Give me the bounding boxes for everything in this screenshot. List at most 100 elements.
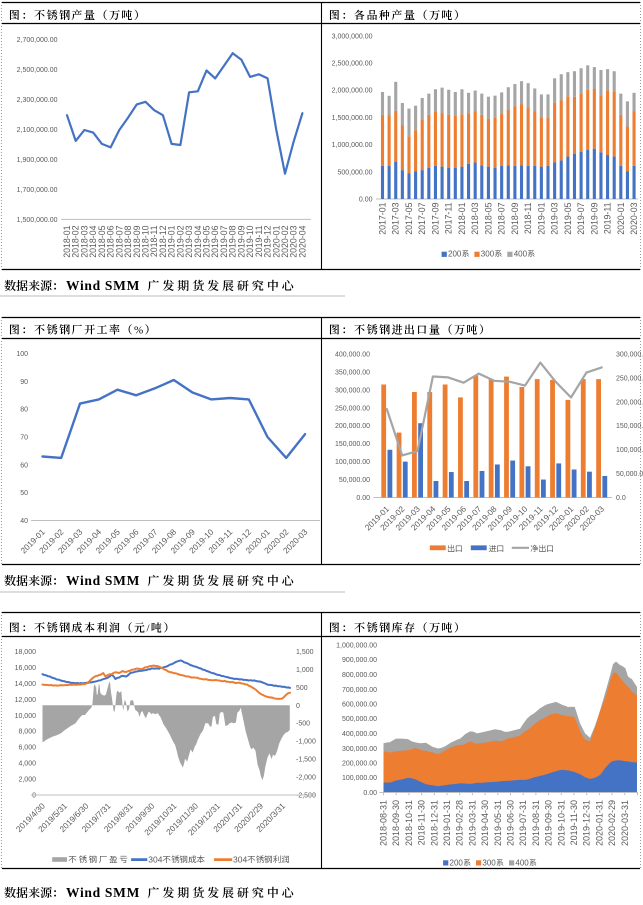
svg-text:2018-11: 2018-11 (523, 202, 533, 234)
svg-text:70: 70 (20, 435, 28, 442)
svg-text:2020-04: 2020-04 (297, 225, 307, 257)
svg-text:2018-12: 2018-12 (158, 225, 168, 257)
svg-text:50,000.0: 50,000.0 (616, 471, 643, 478)
svg-text:2020-03-31: 2020-03-31 (620, 800, 630, 846)
svg-text:2017-11: 2017-11 (444, 202, 454, 234)
svg-text:2019-11-30: 2019-11-30 (569, 800, 579, 845)
svg-text:2019-05: 2019-05 (202, 225, 212, 257)
svg-text:-500: -500 (296, 721, 310, 728)
svg-text:150,000.0: 150,000.0 (616, 423, 643, 430)
svg-text:300,000.00: 300,000.00 (335, 387, 370, 394)
svg-text:2,700,000.00: 2,700,000.00 (17, 37, 58, 44)
svg-text:1,500: 1,500 (296, 649, 314, 656)
svg-text:2019-04: 2019-04 (193, 225, 203, 257)
svg-text:2018-11: 2018-11 (149, 225, 159, 257)
svg-text:2019-10-31: 2019-10-31 (556, 800, 566, 846)
svg-text:50,000.00: 50,000.00 (339, 477, 370, 484)
svg-text:0.0: 0.0 (616, 495, 626, 502)
svg-text:900,000.00: 900,000.00 (342, 657, 377, 664)
svg-text:2019-05: 2019-05 (563, 202, 573, 234)
svg-text:2018-05: 2018-05 (483, 202, 493, 234)
svg-text:2017-09: 2017-09 (431, 202, 441, 234)
svg-text:200,000.00: 200,000.00 (342, 761, 377, 768)
svg-text:250,000.0: 250,000.0 (616, 375, 643, 382)
svg-text:2020-03: 2020-03 (289, 225, 299, 257)
svg-text:2019-05-31: 2019-05-31 (493, 800, 503, 846)
svg-text:300,000.0: 300,000.0 (616, 352, 643, 359)
svg-text:1,900,000.00: 1,900,000.00 (17, 157, 58, 164)
svg-text:2017-05: 2017-05 (404, 202, 414, 234)
svg-text:2018-01: 2018-01 (62, 225, 72, 257)
svg-text:1,500,000.00: 1,500,000.00 (17, 217, 58, 224)
svg-text:2019-02-28: 2019-02-28 (455, 800, 465, 846)
svg-text:2018-12-31: 2018-12-31 (429, 800, 439, 846)
svg-text:图：不锈钢产量（万吨）: 图：不锈钢产量（万吨） (9, 7, 147, 23)
svg-text:1,700,000.00: 1,700,000.00 (17, 187, 58, 194)
svg-text:10,000: 10,000 (15, 713, 37, 720)
svg-text:图：不锈钢成本利润（元/吨）: 图：不锈钢成本利润（元/吨） (9, 620, 176, 636)
svg-text:2019-10: 2019-10 (245, 225, 255, 257)
svg-text:2019-01: 2019-01 (167, 225, 177, 257)
svg-text:2018-09-30: 2018-09-30 (391, 800, 401, 846)
svg-text:600,000.00: 600,000.00 (342, 702, 377, 709)
svg-text:0.00: 0.00 (356, 495, 370, 502)
svg-text:80: 80 (20, 407, 28, 414)
svg-text:100: 100 (16, 351, 28, 358)
svg-text:2019-01-31: 2019-01-31 (442, 800, 452, 846)
svg-text:图：不锈钢库存（万吨）: 图：不锈钢库存（万吨） (329, 620, 467, 636)
svg-text:12,000: 12,000 (15, 697, 37, 704)
svg-text:2019-03: 2019-03 (184, 225, 194, 257)
svg-text:2018-10-31: 2018-10-31 (404, 800, 414, 846)
svg-text:2020-01: 2020-01 (616, 202, 626, 234)
svg-text:60: 60 (20, 462, 28, 469)
svg-text:2019-06: 2019-06 (210, 225, 220, 257)
svg-text:2018-08-31: 2018-08-31 (379, 800, 389, 846)
svg-text:0: 0 (32, 793, 36, 800)
svg-text:2019-01: 2019-01 (536, 202, 546, 234)
svg-text:2,000,000.00: 2,000,000.00 (332, 88, 373, 95)
svg-text:200系: 200系 (448, 249, 469, 259)
svg-text:2020-02-29: 2020-02-29 (607, 800, 617, 846)
svg-text:2019-03: 2019-03 (550, 202, 560, 234)
svg-text:图：不锈钢厂开工率（%）: 图：不锈钢厂开工率（%） (9, 322, 157, 338)
svg-text:-2,000: -2,000 (296, 775, 316, 782)
svg-text:0.00: 0.00 (363, 790, 377, 797)
svg-text:2017-03: 2017-03 (391, 202, 401, 234)
svg-text:40: 40 (20, 518, 28, 525)
svg-text:800,000.00: 800,000.00 (342, 672, 377, 679)
svg-text:进口: 进口 (489, 545, 505, 554)
svg-text:2018-10: 2018-10 (141, 225, 151, 257)
svg-text:2020-01-31: 2020-01-31 (594, 800, 604, 846)
svg-text:304不锈钢利润: 304不锈钢利润 (233, 855, 290, 865)
svg-text:2019-02: 2019-02 (175, 225, 185, 257)
svg-text:2018-06: 2018-06 (106, 225, 116, 257)
svg-text:2019-08-31: 2019-08-31 (531, 800, 541, 846)
svg-text:350,000.00: 350,000.00 (335, 369, 370, 376)
svg-text:2018-02: 2018-02 (71, 225, 81, 257)
svg-text:图：各品种产量（万吨）: 图：各品种产量（万吨） (329, 7, 467, 23)
svg-text:14,000: 14,000 (15, 681, 37, 688)
svg-text:400,000.00: 400,000.00 (342, 731, 377, 738)
svg-text:-2,500: -2,500 (296, 793, 316, 800)
svg-text:6,000: 6,000 (18, 745, 36, 752)
svg-text:2018-09: 2018-09 (132, 225, 142, 257)
svg-text:2018-04: 2018-04 (88, 225, 98, 257)
svg-text:100,000.0: 100,000.0 (616, 447, 643, 454)
svg-text:50: 50 (20, 490, 28, 497)
svg-text:2018-09: 2018-09 (510, 202, 520, 234)
svg-text:图：不锈钢进出口量（万吨）: 图：不锈钢进出口量（万吨） (329, 322, 492, 338)
svg-text:8,000: 8,000 (18, 729, 36, 736)
svg-text:2020-03: 2020-03 (629, 202, 639, 234)
svg-text:3,000,000.00: 3,000,000.00 (332, 33, 373, 40)
svg-text:2019-06-30: 2019-06-30 (506, 800, 516, 846)
svg-text:18,000: 18,000 (15, 649, 37, 656)
svg-text:净出口: 净出口 (530, 545, 554, 554)
svg-text:2020-01: 2020-01 (271, 225, 281, 257)
svg-text:0: 0 (296, 703, 300, 710)
svg-text:300,000.00: 300,000.00 (342, 746, 377, 753)
svg-text:2019-07: 2019-07 (576, 202, 586, 234)
svg-text:2019-07-31: 2019-07-31 (518, 800, 528, 846)
svg-text:2019-09: 2019-09 (236, 225, 246, 257)
